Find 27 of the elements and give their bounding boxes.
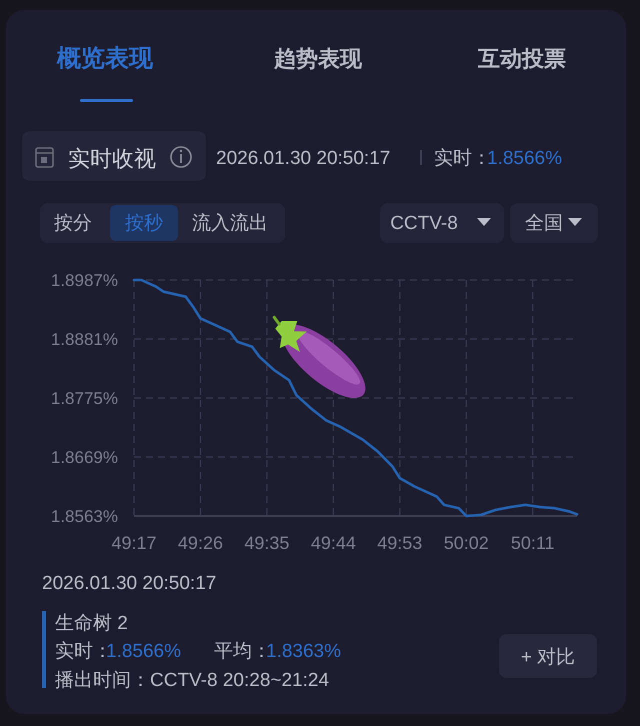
x-tick-label: 49:26 [178,533,223,553]
x-tick-label: 49:35 [244,533,290,553]
text: 2026.01.30 20:50:17 [42,573,216,594]
text: 互动投票 [477,46,566,71]
x-tick-label: 49:17 [111,533,157,553]
x-tick-label: 50:02 [444,533,489,553]
text: 播出时间：CCTV-8 20:28~21:24 [55,670,330,691]
y-tick-label: 1.8563% [50,507,118,526]
text: 全国 [525,213,563,234]
text: 2026.01.30 20:50:17 [216,148,390,169]
y-tick-label: 1.8669% [50,448,118,467]
y-tick-label: 1.8987% [50,271,118,290]
x-tick-label: 49:53 [377,533,422,553]
y-tick-label: 1.8775% [50,389,118,408]
text: 1.8566% [487,148,562,169]
text: 流入流出 [192,212,268,234]
text: 生命树 2 [55,613,128,634]
text: 概览表现 [56,45,154,72]
x-tick-label: 50:11 [510,533,555,553]
text: 按秒 [125,213,163,234]
text: 按分 [54,213,92,234]
text: + 对比 [520,647,576,668]
y-tick-label: 1.8881% [50,330,118,349]
x-tick-label: 49:44 [310,533,356,553]
text: 趋势表现 [273,46,363,71]
text: CCTV-8 [390,213,458,234]
chart-title: 实时收视 [68,146,156,171]
